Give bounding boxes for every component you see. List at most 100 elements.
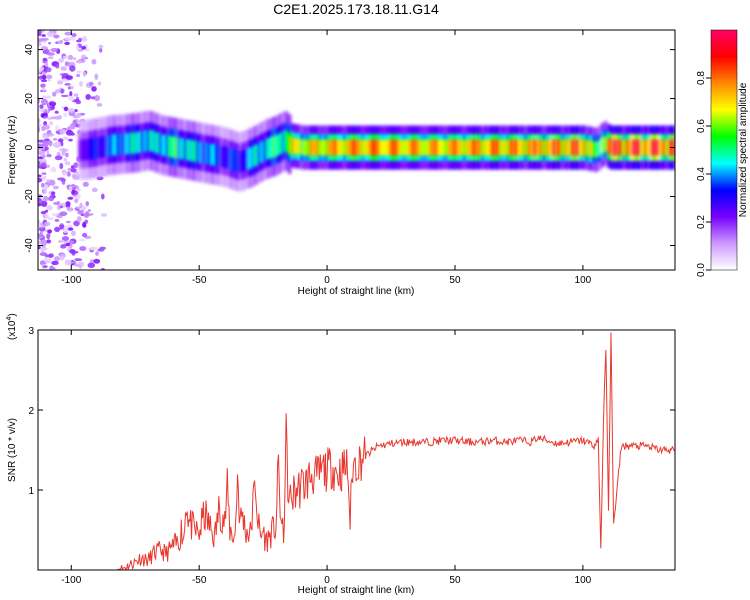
noise-blob [69,243,73,249]
spectrogram-x-tick-label: 0 [324,275,330,286]
noise-blob [73,93,79,97]
noise-blob [63,113,68,117]
ridge-core-segment [622,139,627,156]
ridge-core-segment [401,139,406,156]
ridge-core-segment [640,139,645,156]
ridge-core-segment [143,130,148,152]
ridge-core-segment [517,139,522,156]
noise-blob [54,226,61,232]
noise-blob [100,213,108,217]
noise-blob [42,141,49,147]
ridge-core-segment [662,139,666,156]
ridge-core-segment [438,139,442,156]
noise-blob [53,256,61,262]
ridge-core-segment [118,133,123,155]
noise-blob [69,65,76,72]
colorbar-tick-label: 0.6 [696,119,707,133]
ridge-core-segment [321,139,326,156]
ridge-core-segment [594,142,599,158]
ridge-core-segment [450,139,455,156]
colorbar-ramp [710,29,738,271]
noise-blob [81,45,87,50]
noise-blob [67,86,72,90]
ridge-core-segment [78,139,83,161]
ridge-core-segment [342,139,347,156]
noise-blob [56,151,61,157]
ridge-core-segment [530,139,534,156]
spectrogram-y-tick-label: 0 [24,144,35,150]
ridge-core-segment [100,136,105,158]
ridge-core-segment [158,133,163,155]
noise-blob [41,34,46,37]
ridge-core-segment [290,137,295,154]
noise-blob [55,64,60,69]
noise-blob [74,109,78,113]
noise-blob [47,229,52,234]
noise-blob [66,220,71,224]
ridge-core-segment [656,139,660,156]
noise-blob [89,81,94,87]
ridge-core-segment [281,130,286,153]
noise-blob [38,226,46,232]
noise-blob [54,155,63,161]
noise-blob [70,168,77,173]
colorbar-tick-label: 0.8 [696,71,707,85]
noise-blob [50,48,59,52]
noise-blob [71,230,76,236]
spectrogram-y-axis: -40 -20 0 20 40 [24,44,675,253]
noise-blob [67,108,75,113]
noise-blob [39,104,44,109]
noise-blob [65,75,74,80]
ridge-core-segment [536,139,541,156]
noise-blob [75,112,82,118]
noise-blob [42,154,46,158]
noise-blob [38,177,43,183]
noise-blob [58,227,65,230]
noise-blob [44,209,49,213]
snr-x-tick-label: -50 [192,575,207,586]
spectrogram-x-axis-label: Height of straight line (km) [298,286,415,297]
spectrogram-x-tick-label: -50 [192,275,207,286]
noise-blob [47,116,53,121]
noise-blob [64,31,73,36]
noise-blob [38,108,46,112]
noise-blob [68,138,73,142]
ridge-core-segment [551,139,556,156]
ridge-core-segment [177,137,181,159]
noise-blob [58,202,67,207]
ridge-core-segment [82,139,86,161]
ridge-core-segment [557,139,562,156]
ridge-core-segment [567,139,571,156]
noise-blob [58,58,64,63]
noise-blob [38,68,43,73]
ridge-core-segment [474,139,479,156]
ridge-core-segment [364,139,369,156]
ridge-core-segment [318,139,323,156]
ridge-core-segment [376,139,381,156]
ridge-core-segment [244,148,249,171]
ridge-core-segment [358,139,363,156]
noise-blob [68,227,74,231]
noise-blob [51,191,55,196]
noise-blob [77,209,84,215]
ridge-core-segment [582,139,587,156]
ridge-core-segment [425,139,430,156]
noise-blob [75,206,80,209]
ridge-core-segment [597,140,602,156]
ridge-core-segment [171,136,175,158]
ridge-core-segment [493,139,498,156]
ridge-core-segment [389,139,393,156]
ridge-core-segment [456,139,461,156]
ridge-core-segment [333,139,338,156]
noise-blob [38,41,42,47]
snr-x-axis: -100 -50 0 50 100 [61,330,592,586]
noise-blob [41,98,48,106]
ridge-core-segment [419,139,424,156]
noise-blob [64,41,70,46]
ridge-core-segment [189,140,194,162]
noise-blob [38,117,41,124]
noise-blob [72,174,80,180]
ridge-core-segment [542,139,547,156]
noise-blob [46,233,51,240]
